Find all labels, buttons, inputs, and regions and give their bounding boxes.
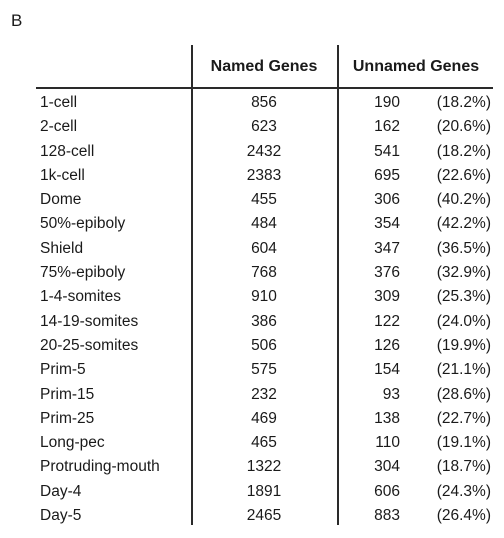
column-divider-left — [191, 45, 193, 525]
unnamed-percent-cell: (18.7%) — [436, 458, 491, 476]
stage-cell: 75%-epiboly — [40, 264, 126, 282]
unnamed-count-cell: 162 — [374, 118, 400, 136]
table-row: Protruding-mouth 1322 304 (18.7%) — [0, 456, 504, 480]
table-row: Prim-15 232 93 (28.6%) — [0, 384, 504, 408]
header-divider — [36, 87, 493, 89]
named-genes-cell: 623 — [251, 118, 277, 136]
named-genes-cell: 506 — [251, 336, 277, 354]
stage-cell: Prim-25 — [40, 409, 95, 427]
named-genes-cell: 386 — [251, 312, 277, 330]
named-genes-cell: 1322 — [246, 458, 282, 476]
table-row: 128-cell 2432 541 (18.2%) — [0, 141, 504, 165]
table-row: Long-pec 465 110 (19.1%) — [0, 432, 504, 456]
unnamed-count-cell: 154 — [374, 361, 400, 379]
unnamed-count-cell: 376 — [374, 264, 400, 282]
stage-cell: Dome — [40, 191, 82, 209]
named-genes-cell: 910 — [251, 288, 277, 306]
table-row: Day-5 2465 883 (26.4%) — [0, 505, 504, 529]
unnamed-percent-cell: (32.9%) — [436, 264, 491, 282]
table-body: 1-cell 856 190 (18.2%) 2-cell 623 162 (20.6%) 12… — [0, 92, 504, 529]
header-unnamed-genes: Unnamed Genes — [352, 58, 480, 75]
unnamed-count-cell: 306 — [374, 191, 400, 209]
unnamed-percent-cell: (19.1%) — [436, 434, 491, 452]
named-genes-cell: 465 — [251, 434, 277, 452]
unnamed-count-cell: 541 — [374, 142, 400, 160]
stage-cell: Long-pec — [40, 434, 105, 452]
table-row: 50%-epiboly 484 354 (42.2%) — [0, 213, 504, 237]
unnamed-count-cell: 93 — [382, 385, 400, 403]
table-row: 1-cell 856 190 (18.2%) — [0, 92, 504, 116]
unnamed-count-cell: 354 — [374, 215, 400, 233]
named-genes-cell: 2465 — [246, 507, 282, 525]
unnamed-count-cell: 883 — [374, 507, 400, 525]
table-row: 75%-epiboly 768 376 (32.9%) — [0, 262, 504, 286]
unnamed-count-cell: 122 — [374, 312, 400, 330]
table-row: Dome 455 306 (40.2%) — [0, 189, 504, 213]
unnamed-count-cell: 309 — [374, 288, 400, 306]
stage-cell: 1k-cell — [40, 166, 85, 184]
table-row: Prim-25 469 138 (22.7%) — [0, 408, 504, 432]
named-genes-cell: 604 — [251, 239, 277, 257]
unnamed-count-cell: 126 — [374, 336, 400, 354]
table-row: 20-25-somites 506 126 (19.9%) — [0, 335, 504, 359]
stage-cell: Day-5 — [40, 507, 82, 525]
table-row: 1-4-somites 910 309 (25.3%) — [0, 286, 504, 310]
unnamed-count-cell: 606 — [374, 482, 400, 500]
unnamed-percent-cell: (21.1%) — [436, 361, 491, 379]
named-genes-cell: 856 — [251, 94, 277, 111]
table-row: Day-4 1891 606 (24.3%) — [0, 481, 504, 505]
unnamed-percent-cell: (24.0%) — [436, 312, 491, 330]
table-row: Shield 604 347 (36.5%) — [0, 238, 504, 262]
unnamed-count-cell: 347 — [374, 239, 400, 257]
header-named-genes: Named Genes — [210, 58, 318, 75]
unnamed-percent-cell: (18.2%) — [436, 94, 491, 111]
table-row: Prim-5 575 154 (21.1%) — [0, 359, 504, 383]
stage-cell: 2-cell — [40, 118, 78, 136]
unnamed-percent-cell: (42.2%) — [436, 215, 491, 233]
named-genes-cell: 575 — [251, 361, 277, 379]
column-divider-right — [337, 45, 339, 525]
unnamed-percent-cell: (18.2%) — [436, 142, 491, 160]
unnamed-percent-cell: (40.2%) — [436, 191, 491, 209]
stage-cell: Protruding-mouth — [40, 458, 160, 476]
stage-cell: 1-cell — [40, 94, 78, 111]
named-genes-cell: 469 — [251, 409, 277, 427]
named-genes-cell: 1891 — [246, 482, 282, 500]
stage-cell: 1-4-somites — [40, 288, 121, 306]
stage-cell: 50%-epiboly — [40, 215, 126, 233]
table-row: 14-19-somites 386 122 (24.0%) — [0, 311, 504, 335]
named-genes-cell: 768 — [251, 264, 277, 282]
unnamed-count-cell: 695 — [374, 166, 400, 184]
named-genes-cell: 455 — [251, 191, 277, 209]
unnamed-count-cell: 138 — [374, 409, 400, 427]
named-genes-cell: 232 — [251, 385, 277, 403]
table-row: 1k-cell 2383 695 (22.6%) — [0, 165, 504, 189]
stage-cell: 14-19-somites — [40, 312, 139, 330]
unnamed-percent-cell: (19.9%) — [436, 336, 491, 354]
named-genes-cell: 2432 — [246, 142, 282, 160]
stage-cell: 20-25-somites — [40, 336, 139, 354]
unnamed-percent-cell: (28.6%) — [436, 385, 491, 403]
stage-cell: Day-4 — [40, 482, 82, 500]
unnamed-percent-cell: (25.3%) — [436, 288, 491, 306]
unnamed-percent-cell: (22.6%) — [436, 166, 491, 184]
stage-cell: Prim-5 — [40, 361, 86, 379]
stage-cell: Prim-15 — [40, 385, 95, 403]
named-genes-cell: 484 — [251, 215, 277, 233]
unnamed-count-cell: 110 — [375, 434, 400, 452]
unnamed-percent-cell: (26.4%) — [436, 507, 491, 525]
stage-cell: 128-cell — [40, 142, 95, 160]
named-genes-cell: 2383 — [246, 166, 282, 184]
stage-cell: Shield — [40, 239, 84, 257]
unnamed-percent-cell: (22.7%) — [436, 409, 491, 427]
unnamed-percent-cell: (36.5%) — [436, 239, 491, 257]
unnamed-percent-cell: (24.3%) — [436, 482, 491, 500]
table-row: 2-cell 623 162 (20.6%) — [0, 116, 504, 140]
unnamed-count-cell: 304 — [374, 458, 400, 476]
unnamed-count-cell: 190 — [374, 94, 400, 111]
unnamed-percent-cell: (20.6%) — [436, 118, 491, 136]
panel-label: B — [11, 11, 23, 30]
